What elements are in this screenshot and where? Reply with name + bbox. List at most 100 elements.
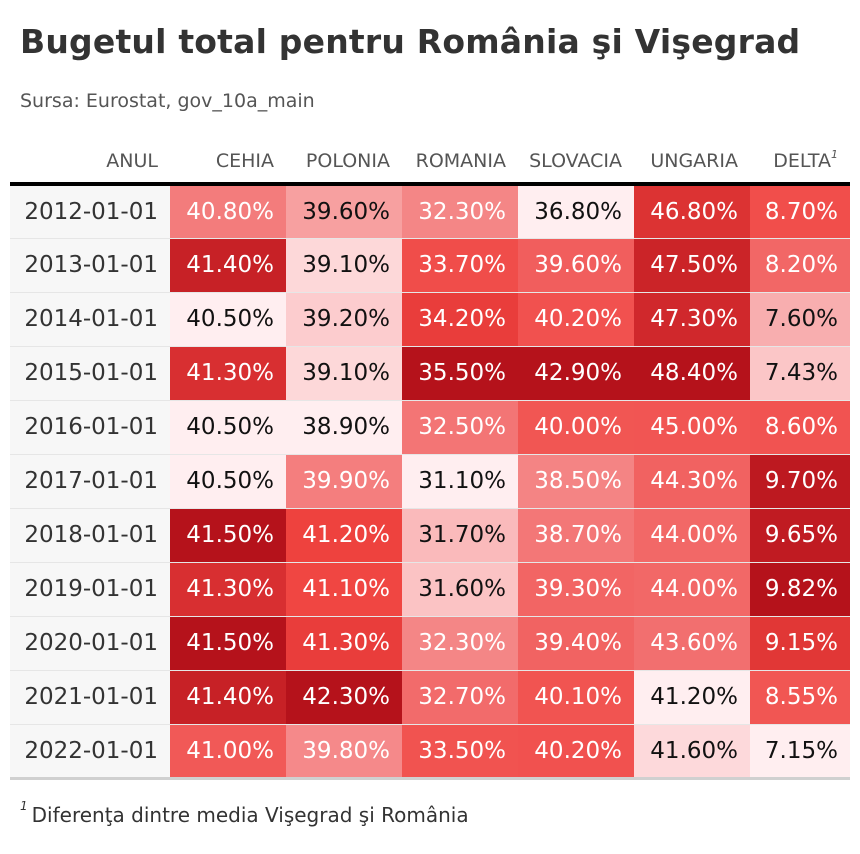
year-cell: 2017-01-01	[10, 454, 170, 509]
table-row: 2019-01-01 41.30% 41.10% 31.60% 39.30% 44.00%…	[10, 562, 850, 617]
year-cell: 2013-01-01	[10, 238, 170, 293]
cell-cehia: 41.50%	[170, 616, 286, 671]
column-header-slovacia: SLOVACIA	[518, 140, 634, 186]
cell-delta: 9.70%	[750, 454, 850, 509]
cell-romania: 32.50%	[402, 400, 518, 455]
year-cell: 2016-01-01	[10, 400, 170, 455]
cell-delta: 9.15%	[750, 616, 850, 671]
cell-ungaria: 48.40%	[634, 346, 750, 401]
cell-romania: 32.30%	[402, 184, 518, 239]
table-row: 2013-01-01 41.40% 39.10% 33.70% 39.60% 47.50%…	[10, 238, 850, 293]
cell-cehia: 40.80%	[170, 184, 286, 239]
column-header-romania: ROMANIA	[402, 140, 518, 186]
table-row: 2014-01-01 40.50% 39.20% 34.20% 40.20% 47.30%…	[10, 292, 850, 347]
cell-slovacia: 38.70%	[518, 508, 634, 563]
cell-slovacia: 40.20%	[518, 292, 634, 347]
column-header-cehia: CEHIA	[170, 140, 286, 186]
cell-polonia: 41.10%	[286, 562, 402, 617]
cell-slovacia: 39.60%	[518, 238, 634, 293]
cell-delta: 8.70%	[750, 184, 850, 239]
cell-romania: 32.30%	[402, 616, 518, 671]
cell-cehia: 41.50%	[170, 508, 286, 563]
year-cell: 2021-01-01	[10, 670, 170, 725]
cell-ungaria: 41.20%	[634, 670, 750, 725]
cell-polonia: 38.90%	[286, 400, 402, 455]
cell-romania: 32.70%	[402, 670, 518, 725]
cell-ungaria: 46.80%	[634, 184, 750, 239]
table-row: 2015-01-01 41.30% 39.10% 35.50% 42.90% 48.40%…	[10, 346, 850, 401]
table-row: 2012-01-01 40.80% 39.60% 32.30% 36.80% 46.80%…	[10, 184, 850, 239]
table-body: 2012-01-01 40.80% 39.60% 32.30% 36.80% 46.80%…	[10, 184, 850, 780]
cell-delta: 9.65%	[750, 508, 850, 563]
cell-cehia: 40.50%	[170, 400, 286, 455]
cell-cehia: 40.50%	[170, 292, 286, 347]
cell-cehia: 41.40%	[170, 238, 286, 293]
cell-ungaria: 44.30%	[634, 454, 750, 509]
year-cell: 2022-01-01	[10, 724, 170, 780]
cell-romania: 35.50%	[402, 346, 518, 401]
cell-cehia: 41.00%	[170, 724, 286, 780]
footnote: 1 Diferenţa dintre media Vişegrad şi Româ…	[20, 799, 469, 827]
cell-delta: 7.15%	[750, 724, 850, 780]
delta-footnote-mark: 1	[831, 148, 838, 161]
cell-polonia: 39.60%	[286, 184, 402, 239]
cell-polonia: 39.80%	[286, 724, 402, 780]
table-row: 2022-01-01 41.00% 39.80% 33.50% 40.20% 41.60%…	[10, 724, 850, 780]
cell-polonia: 41.20%	[286, 508, 402, 563]
cell-romania: 31.70%	[402, 508, 518, 563]
cell-slovacia: 39.40%	[518, 616, 634, 671]
table-row: 2017-01-01 40.50% 39.90% 31.10% 38.50% 44.30%…	[10, 454, 850, 509]
year-cell: 2012-01-01	[10, 184, 170, 239]
cell-polonia: 39.10%	[286, 346, 402, 401]
cell-romania: 31.10%	[402, 454, 518, 509]
column-header-polonia: POLONIA	[286, 140, 402, 186]
cell-delta: 8.55%	[750, 670, 850, 725]
column-header-delta-label: DELTA	[773, 150, 831, 172]
cell-delta: 9.82%	[750, 562, 850, 617]
year-cell: 2018-01-01	[10, 508, 170, 563]
table-header-row: ANUL CEHIA POLONIA ROMANIA SLOVACIA UNGA…	[10, 140, 850, 186]
cell-ungaria: 41.60%	[634, 724, 750, 780]
cell-ungaria: 44.00%	[634, 508, 750, 563]
chart-title: Bugetul total pentru România şi Vişegrad	[20, 22, 801, 61]
cell-cehia: 40.50%	[170, 454, 286, 509]
cell-slovacia: 36.80%	[518, 184, 634, 239]
cell-ungaria: 47.50%	[634, 238, 750, 293]
table-row: 2021-01-01 41.40% 42.30% 32.70% 40.10% 41.20%…	[10, 670, 850, 725]
table-row: 2016-01-01 40.50% 38.90% 32.50% 40.00% 45.00%…	[10, 400, 850, 455]
year-cell: 2014-01-01	[10, 292, 170, 347]
column-header-delta: DELTA1	[750, 140, 850, 186]
table-row: 2020-01-01 41.50% 41.30% 32.30% 39.40% 43.60%…	[10, 616, 850, 671]
budget-table: ANUL CEHIA POLONIA ROMANIA SLOVACIA UNGA…	[10, 140, 850, 780]
cell-delta: 7.43%	[750, 346, 850, 401]
cell-polonia: 41.30%	[286, 616, 402, 671]
cell-ungaria: 45.00%	[634, 400, 750, 455]
cell-slovacia: 39.30%	[518, 562, 634, 617]
cell-cehia: 41.40%	[170, 670, 286, 725]
cell-delta: 7.60%	[750, 292, 850, 347]
cell-slovacia: 42.90%	[518, 346, 634, 401]
column-header-anul: ANUL	[10, 140, 170, 186]
cell-slovacia: 38.50%	[518, 454, 634, 509]
year-cell: 2015-01-01	[10, 346, 170, 401]
cell-delta: 8.60%	[750, 400, 850, 455]
chart-subtitle: Sursa: Eurostat, gov_10a_main	[20, 90, 315, 112]
year-cell: 2020-01-01	[10, 616, 170, 671]
cell-romania: 31.60%	[402, 562, 518, 617]
cell-slovacia: 40.00%	[518, 400, 634, 455]
cell-polonia: 39.20%	[286, 292, 402, 347]
table-row: 2018-01-01 41.50% 41.20% 31.70% 38.70% 44.00%…	[10, 508, 850, 563]
cell-polonia: 39.10%	[286, 238, 402, 293]
cell-polonia: 39.90%	[286, 454, 402, 509]
cell-polonia: 42.30%	[286, 670, 402, 725]
column-header-ungaria: UNGARIA	[634, 140, 750, 186]
cell-romania: 34.20%	[402, 292, 518, 347]
cell-ungaria: 47.30%	[634, 292, 750, 347]
cell-cehia: 41.30%	[170, 346, 286, 401]
year-cell: 2019-01-01	[10, 562, 170, 617]
cell-cehia: 41.30%	[170, 562, 286, 617]
cell-ungaria: 43.60%	[634, 616, 750, 671]
cell-ungaria: 44.00%	[634, 562, 750, 617]
cell-romania: 33.50%	[402, 724, 518, 780]
footnote-text: Diferenţa dintre media Vişegrad şi Român…	[31, 803, 469, 827]
